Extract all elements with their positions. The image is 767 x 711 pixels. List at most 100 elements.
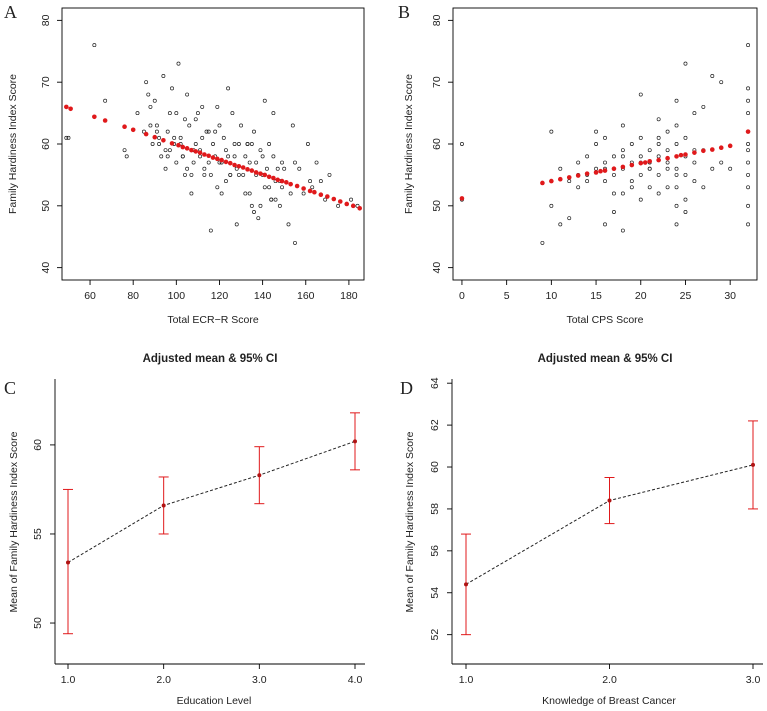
observed-point xyxy=(719,160,724,165)
fitted-point xyxy=(357,205,362,211)
panel-c-series xyxy=(63,412,360,635)
observed-point xyxy=(189,191,194,196)
x-tick-label-80: 80 xyxy=(127,290,139,302)
panel-d-x-axis-label: Knowledge of Breast Cancer xyxy=(542,695,676,707)
observed-point xyxy=(234,222,239,227)
observed-point xyxy=(178,135,183,140)
panel-d-x-axis: 1.0 2.0 3.0 xyxy=(459,664,760,686)
mean-point xyxy=(751,462,755,467)
fitted-point xyxy=(271,175,276,181)
fitted-point xyxy=(92,114,97,120)
observed-point xyxy=(310,185,315,190)
mean-point xyxy=(66,560,70,565)
observed-point xyxy=(656,117,661,122)
observed-point xyxy=(603,160,607,165)
observed-point xyxy=(170,86,174,91)
observed-point xyxy=(157,142,162,146)
observed-point xyxy=(271,111,276,116)
observed-point xyxy=(165,154,170,159)
observed-point xyxy=(288,191,293,196)
x-tick-label-1.0: 1.0 xyxy=(459,674,474,686)
observed-point xyxy=(247,160,252,165)
observed-point xyxy=(746,172,751,177)
observed-point xyxy=(152,98,157,103)
fitted-point xyxy=(584,171,590,176)
x-tick-label-100: 100 xyxy=(168,290,186,302)
fitted-point xyxy=(232,162,237,168)
fitted-point xyxy=(189,147,194,153)
observed-point xyxy=(746,222,751,227)
observed-point xyxy=(746,86,751,91)
panel-d: Adjusted mean & 95% CI D 52545658606264 … xyxy=(400,353,763,707)
y-tick-label-62: 62 xyxy=(429,419,441,431)
fitted-point xyxy=(240,165,246,170)
fitted-point xyxy=(642,160,648,165)
observed-point xyxy=(124,154,129,159)
fitted-point xyxy=(219,157,224,163)
fitted-point xyxy=(262,172,268,178)
panel-b: B 40 50 60 70 80 0 5 10 15 20 25 30 Total CPS Scor… xyxy=(398,2,758,326)
fitted-point xyxy=(598,168,603,174)
observed-point xyxy=(174,111,179,116)
fitted-point xyxy=(301,186,306,191)
observed-point xyxy=(349,197,354,202)
observed-point xyxy=(665,148,670,153)
observed-point xyxy=(620,154,625,159)
observed-point xyxy=(66,135,71,140)
observed-point xyxy=(92,43,97,48)
x-tick-label-10: 10 xyxy=(546,290,558,302)
observed-point xyxy=(308,179,313,184)
observed-point xyxy=(611,191,616,196)
x-tick-label-4.0: 4.0 xyxy=(348,674,363,686)
fitted-point xyxy=(245,167,250,172)
observed-point xyxy=(629,185,634,190)
fitted-point xyxy=(557,176,563,182)
observed-point xyxy=(674,98,679,103)
observed-point xyxy=(258,203,263,208)
observed-point xyxy=(585,154,590,159)
observed-point xyxy=(157,135,162,140)
observed-point xyxy=(683,197,688,202)
observed-point xyxy=(656,154,661,159)
observed-point xyxy=(746,148,751,153)
observed-point xyxy=(165,129,170,134)
y-tick-label-54: 54 xyxy=(429,587,441,599)
fitted-point xyxy=(656,157,661,163)
observed-point xyxy=(275,166,280,171)
observed-point xyxy=(297,166,302,171)
observed-point xyxy=(198,154,203,159)
observed-point xyxy=(620,123,625,128)
y-tick-label-58: 58 xyxy=(429,503,441,515)
panel-b-x-axis-label: Total CPS Score xyxy=(566,314,643,326)
observed-point xyxy=(710,74,715,78)
panel-c-x-axis-label: Education Level xyxy=(177,695,252,707)
fitted-point xyxy=(701,148,706,154)
observed-point xyxy=(594,142,599,146)
observed-point xyxy=(219,191,224,196)
observed-point xyxy=(236,142,241,146)
observed-point xyxy=(638,154,643,159)
fitted-point xyxy=(180,144,186,150)
observed-point xyxy=(234,166,239,171)
panel-a-y-axis-label: Family Hardiness Index Score xyxy=(7,74,19,214)
fitted-point xyxy=(307,188,313,194)
x-tick-label-30: 30 xyxy=(724,290,736,302)
panel-a-plot-frame xyxy=(61,7,365,281)
observed-point xyxy=(217,160,222,165)
mean-point xyxy=(607,498,612,503)
observed-point xyxy=(692,179,697,184)
fitted-point xyxy=(566,175,572,180)
fitted-point xyxy=(294,183,300,189)
panel-letter-a: A xyxy=(4,2,17,22)
fitted-point xyxy=(602,168,608,173)
observed-point xyxy=(223,179,228,184)
observed-point xyxy=(314,160,319,165)
observed-point xyxy=(271,154,276,159)
fitted-point xyxy=(647,159,653,164)
observed-point xyxy=(273,197,278,202)
fitted-point xyxy=(288,181,293,187)
observed-point xyxy=(202,172,207,177)
x-tick-label-2.0: 2.0 xyxy=(602,674,617,686)
observed-point xyxy=(540,240,545,245)
fitted-point xyxy=(629,162,635,168)
